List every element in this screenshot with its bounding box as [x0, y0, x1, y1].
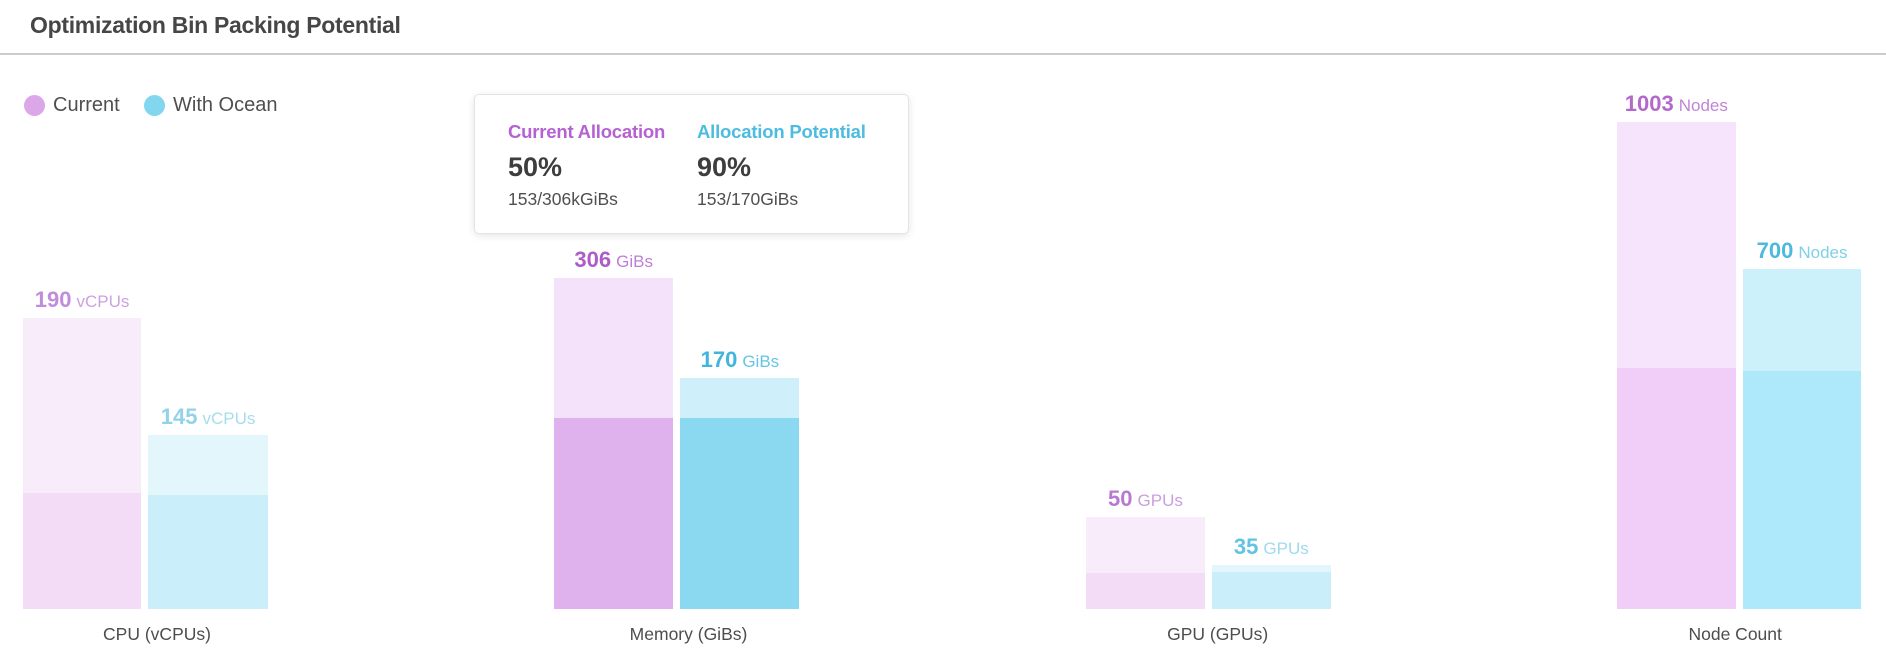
bar-gpu-with-ocean[interactable] — [1211, 565, 1332, 609]
bar-used-segment — [1617, 367, 1736, 609]
bar-node-with-ocean[interactable] — [1742, 269, 1862, 609]
bar-value-unit: Nodes — [1798, 243, 1848, 263]
bar-value-unit: GiBs — [616, 251, 653, 271]
bar-used-segment — [148, 494, 268, 609]
bar-used-segment — [22, 493, 142, 609]
bar-value-label: 50 GPUs — [1108, 486, 1183, 515]
bar-used-segment — [1085, 573, 1205, 609]
legend-item-current[interactable]: Current — [24, 94, 120, 116]
category-label-cpu: CPU (vCPUs) — [103, 624, 211, 644]
bar-value-unit: GPUs — [1263, 539, 1309, 558]
bar-used-segment — [554, 418, 674, 609]
bar-value-unit: GPUs — [1137, 490, 1183, 510]
bar-value-number: 170 — [700, 347, 738, 372]
bar-value-number: 190 — [34, 287, 72, 312]
bar-value-unit: GiBs — [742, 352, 780, 371]
tooltip-column-title: Current Allocation — [508, 121, 666, 142]
bar-value-number: 145 — [160, 404, 198, 430]
bar-value-label: 306 GiBs — [574, 247, 653, 276]
bar-value-label: 170 GiBs — [701, 347, 780, 376]
legend-dot-icon — [24, 94, 45, 116]
bar-node-current[interactable] — [1617, 122, 1736, 609]
tooltip-column-value: 50% — [508, 152, 563, 182]
tooltip-column-value: 90% — [697, 152, 752, 182]
bar-used-segment — [1742, 370, 1862, 609]
bar-memory-current[interactable] — [554, 277, 674, 609]
page-title: Optimization Bin Packing Potential — [30, 12, 401, 38]
bar-gpu-current[interactable] — [1085, 516, 1205, 609]
bar-cpu-current[interactable] — [22, 318, 142, 609]
bar-memory-with-ocean[interactable] — [680, 378, 800, 609]
bar-value-label: 145 vCPUs — [161, 404, 256, 433]
bar-cpu-with-ocean[interactable] — [148, 435, 268, 609]
tooltip-column-detail: 153/306kGiBs — [508, 189, 618, 209]
bar-value-label: 35 GPUs — [1234, 534, 1309, 563]
category-label-gpu: GPU (GPUs) — [1167, 624, 1269, 644]
bar-used-segment — [1211, 571, 1332, 609]
header-divider — [0, 53, 1886, 55]
bar-used-segment — [680, 418, 800, 609]
category-label-node: Node Count — [1688, 624, 1782, 644]
bar-value-unit: vCPUs — [202, 409, 256, 429]
bar-value-label: 700 Nodes — [1757, 238, 1848, 267]
bar-value-unit: vCPUs — [76, 292, 130, 311]
bar-value-number: 50 — [1108, 485, 1133, 511]
tooltip-column-detail: 153/170GiBs — [697, 189, 799, 209]
legend-label: Current — [53, 94, 120, 116]
bar-value-number: 306 — [574, 246, 612, 272]
legend-item-with-ocean[interactable]: With Ocean — [144, 94, 277, 116]
bar-value-number: 1003 — [1624, 91, 1674, 117]
bar-value-unit: Nodes — [1678, 96, 1728, 116]
chart-tooltip: Current Allocation 50% 153/306kGiBs Allocat… — [474, 94, 909, 234]
tooltip-column-title: Allocation Potential — [697, 121, 866, 142]
bar-value-label: 190 vCPUs — [35, 287, 130, 316]
bar-value-label: 1003 Nodes — [1625, 91, 1728, 120]
bar-value-number: 700 — [1756, 238, 1794, 264]
legend-dot-icon — [144, 94, 165, 116]
bar-value-number: 35 — [1233, 534, 1259, 559]
category-label-memory: Memory (GiBs) — [629, 624, 748, 644]
legend-label: With Ocean — [173, 94, 278, 116]
